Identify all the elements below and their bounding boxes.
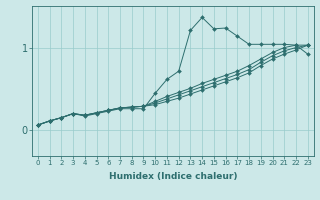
X-axis label: Humidex (Indice chaleur): Humidex (Indice chaleur) bbox=[108, 172, 237, 181]
